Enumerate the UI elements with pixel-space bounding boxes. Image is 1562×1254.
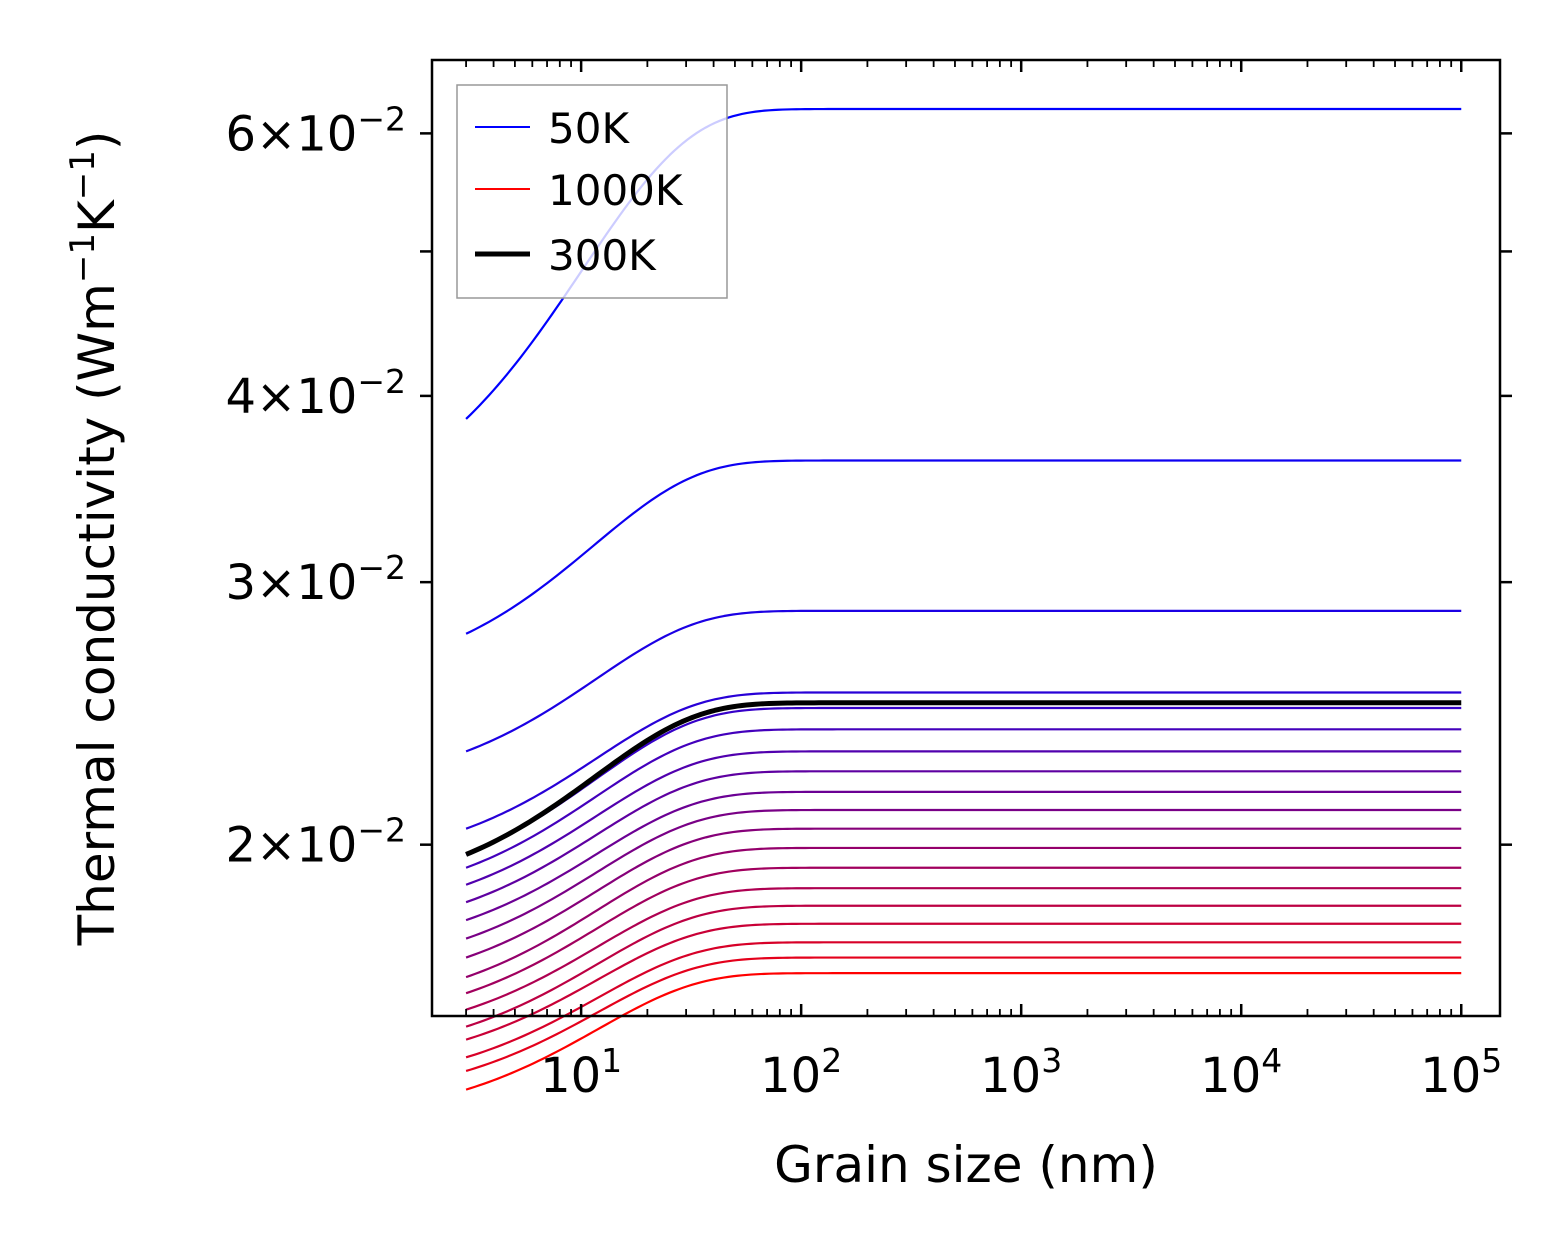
x-tick-label: 105 [1420, 1041, 1502, 1104]
y-tick-label: 3×10−2 [226, 548, 407, 611]
series-line-8 [465, 770, 1462, 904]
series-line-12 [465, 846, 1462, 979]
series-line-300k [465, 700, 1462, 857]
x-tick-label: 104 [1200, 1041, 1282, 1104]
y-tick-label: 2×10−2 [226, 811, 407, 874]
y-tick-label: 4×10−2 [226, 362, 407, 425]
legend-label-1000k: 1000K [548, 166, 684, 215]
series-line-18 [465, 956, 1462, 1073]
series-line-7 [465, 750, 1462, 886]
y-axis-label: Thermal conductivity (Wm−1K−1) [63, 131, 126, 947]
x-axis-label: Grain size (nm) [774, 1136, 1158, 1194]
legend-label-300k: 300K [548, 231, 657, 280]
series-line-13 [465, 866, 1462, 995]
series-line-11 [465, 827, 1462, 959]
series-line-17 [465, 941, 1462, 1059]
series-line-2 [465, 459, 1462, 635]
series-line-4 [465, 691, 1462, 830]
x-tick-label: 101 [540, 1041, 622, 1104]
y-axis-label-base: Thermal conductivity (Wm [68, 283, 126, 946]
series-line-16 [465, 922, 1462, 1041]
series-line-6 [465, 728, 1462, 869]
legend-label-50k: 50K [548, 104, 630, 153]
legend: 50K 1000K 300K [456, 84, 728, 299]
series-line-14 [465, 887, 1462, 1011]
x-tick-label: 103 [980, 1041, 1062, 1104]
y-axis-label-unit: K [68, 199, 126, 233]
axis-ticks [420, 60, 1512, 1016]
series-lines [465, 107, 1462, 1091]
x-tick-label: 102 [760, 1041, 842, 1104]
series-line-3 [465, 609, 1462, 753]
tick-labels: 101 102 103 104 105 2×10−2 3×10−2 4×10−2 6×10−2 [226, 99, 1503, 1104]
series-line-19 [465, 972, 1462, 1091]
y-axis-label-exp2: −1 [63, 150, 103, 200]
y-axis-label-exp1: −1 [63, 233, 103, 283]
plot-frame [430, 58, 1502, 1018]
y-axis-label-close: ) [68, 131, 126, 151]
series-line-5 [465, 706, 1462, 856]
series-line-15 [465, 904, 1462, 1028]
y-tick-label: 6×10−2 [226, 99, 407, 162]
series-line-9 [465, 790, 1462, 922]
series-line-10 [465, 808, 1462, 940]
legend-box [456, 84, 728, 299]
